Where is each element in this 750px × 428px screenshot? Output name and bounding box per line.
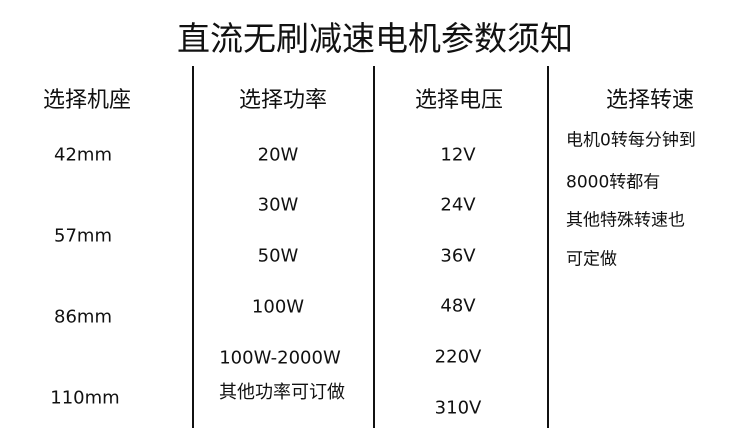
frame-size-item: 57mm [54,225,112,247]
frame-size-item: 110mm [50,387,120,409]
column-divider [192,66,194,428]
voltage-item: 310V [434,397,482,419]
power-item: 20W [257,144,299,166]
speed-note-line: 其他特殊转速也 [566,210,685,231]
power-item: 30W [257,194,299,216]
voltage-item: 24V [440,194,476,216]
power-item: 50W [257,245,299,267]
power-item: 其他功率可订做 [219,382,345,403]
column-divider [547,66,549,428]
voltage-item: 36V [440,245,476,267]
header-power: 选择功率 [238,88,328,113]
header-speed: 选择转速 [605,88,695,113]
speed-note-line: 电机0转每分钟到 [566,130,696,151]
page-title: 直流无刷减速电机参数须知 [177,19,573,58]
header-frame-size: 选择机座 [42,88,132,113]
power-item: 100W-2000W [219,347,341,369]
frame-size-item: 42mm [54,144,112,166]
frame-size-item: 86mm [54,306,112,328]
power-item: 100W [251,296,305,318]
speed-note-line: 可定做 [566,249,617,270]
column-divider [373,66,375,428]
header-voltage: 选择电压 [414,88,504,113]
voltage-item: 12V [440,144,476,166]
voltage-item: 48V [440,295,476,317]
speed-note-line: 8000转都有 [566,172,661,193]
voltage-item: 220V [434,346,482,368]
